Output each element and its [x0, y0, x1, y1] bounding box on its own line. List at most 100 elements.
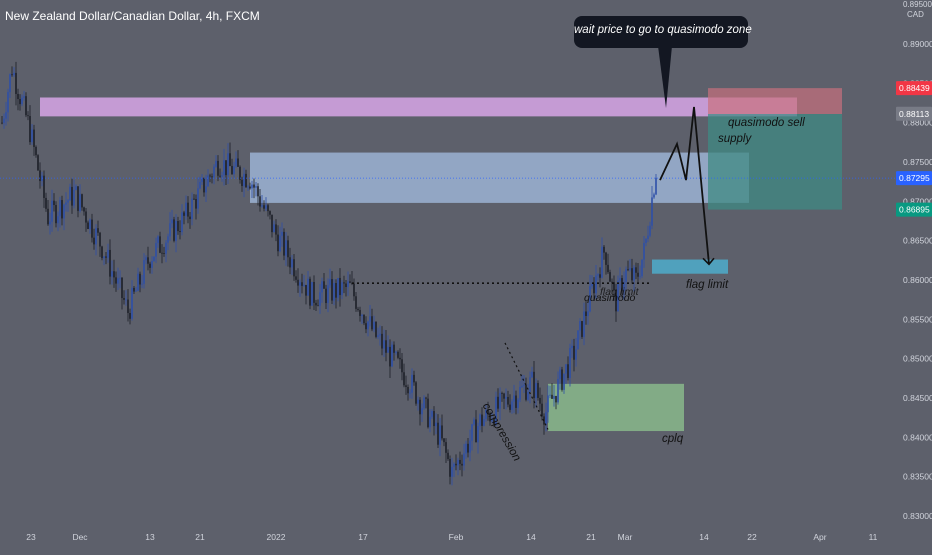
- candle-body[interactable]: [409, 392, 411, 394]
- candle-body[interactable]: [613, 282, 615, 290]
- candle-body[interactable]: [109, 249, 111, 277]
- candle-body[interactable]: [521, 385, 523, 388]
- candle-body[interactable]: [435, 422, 437, 427]
- candle-body[interactable]: [347, 281, 349, 288]
- candle-body[interactable]: [425, 397, 427, 399]
- candle-body[interactable]: [243, 173, 245, 187]
- candle-body[interactable]: [273, 224, 275, 233]
- candle-body[interactable]: [445, 442, 447, 453]
- candle-body[interactable]: [465, 443, 467, 454]
- candle-body[interactable]: [477, 426, 479, 443]
- candle-body[interactable]: [303, 284, 305, 286]
- candle-body[interactable]: [107, 249, 109, 258]
- candle-body[interactable]: [141, 283, 143, 285]
- candle-body[interactable]: [519, 387, 521, 400]
- candle-body[interactable]: [611, 281, 613, 283]
- candle-body[interactable]: [9, 74, 11, 93]
- candle-body[interactable]: [55, 205, 57, 224]
- candle-body[interactable]: [217, 160, 219, 176]
- candle-body[interactable]: [345, 283, 347, 288]
- candle-body[interactable]: [389, 346, 391, 367]
- candle-body[interactable]: [75, 186, 77, 190]
- candle-body[interactable]: [77, 186, 79, 211]
- candle-body[interactable]: [333, 283, 335, 301]
- candle-body[interactable]: [537, 383, 539, 398]
- candle-body[interactable]: [605, 252, 607, 265]
- candle-body[interactable]: [431, 411, 433, 417]
- candle-body[interactable]: [413, 374, 415, 383]
- candle-body[interactable]: [93, 237, 95, 245]
- candle-body[interactable]: [475, 419, 477, 443]
- candle-body[interactable]: [601, 246, 603, 278]
- candle-body[interactable]: [385, 340, 387, 353]
- candle-body[interactable]: [33, 129, 35, 147]
- candle-body[interactable]: [67, 200, 69, 203]
- candle-body[interactable]: [633, 267, 635, 281]
- candle-body[interactable]: [343, 282, 345, 284]
- candle-body[interactable]: [59, 200, 61, 217]
- candle-body[interactable]: [251, 184, 253, 189]
- candle-body[interactable]: [13, 72, 15, 75]
- candle-body[interactable]: [119, 277, 121, 279]
- candle-body[interactable]: [379, 333, 381, 336]
- candle-body[interactable]: [173, 219, 175, 241]
- candle-body[interactable]: [155, 243, 157, 257]
- candle-body[interactable]: [23, 96, 25, 98]
- candle-body[interactable]: [291, 259, 293, 268]
- candle-body[interactable]: [127, 299, 129, 314]
- candle-body[interactable]: [115, 277, 117, 284]
- candle-body[interactable]: [523, 384, 525, 386]
- candle-body[interactable]: [323, 281, 325, 289]
- candle-body[interactable]: [439, 425, 441, 445]
- candle-body[interactable]: [193, 198, 195, 200]
- candle-body[interactable]: [49, 221, 51, 225]
- candle-body[interactable]: [555, 395, 557, 403]
- candle-body[interactable]: [213, 166, 215, 178]
- candle-body[interactable]: [287, 240, 289, 258]
- candle-body[interactable]: [91, 219, 93, 238]
- candle-body[interactable]: [163, 253, 165, 254]
- candle-body[interactable]: [617, 280, 619, 312]
- candle-body[interactable]: [485, 409, 487, 419]
- candle-body[interactable]: [117, 278, 119, 284]
- candle-body[interactable]: [137, 273, 139, 291]
- candle-body[interactable]: [199, 182, 201, 189]
- candle-body[interactable]: [195, 199, 197, 209]
- candle-body[interactable]: [309, 278, 311, 306]
- candle-body[interactable]: [95, 228, 97, 245]
- candle-body[interactable]: [247, 186, 249, 188]
- candle-body[interactable]: [281, 231, 283, 236]
- candle-body[interactable]: [51, 200, 53, 222]
- candle-body[interactable]: [453, 463, 455, 467]
- candle-body[interactable]: [553, 395, 555, 399]
- candle-body[interactable]: [493, 419, 495, 425]
- candle-body[interactable]: [551, 394, 553, 399]
- candle-body[interactable]: [237, 158, 239, 167]
- candle-body[interactable]: [235, 158, 237, 167]
- candle-body[interactable]: [383, 340, 385, 349]
- candle-body[interactable]: [63, 204, 65, 219]
- candle-body[interactable]: [147, 257, 149, 264]
- candle-body[interactable]: [257, 186, 259, 197]
- candle-body[interactable]: [293, 259, 295, 277]
- candle-body[interactable]: [639, 276, 641, 277]
- zone-sell-stop[interactable]: [708, 88, 842, 115]
- candle-body[interactable]: [45, 197, 47, 209]
- candle-body[interactable]: [507, 396, 509, 405]
- candle-body[interactable]: [301, 282, 303, 286]
- candle-body[interactable]: [111, 271, 113, 277]
- candle-body[interactable]: [607, 264, 609, 273]
- candle-body[interactable]: [375, 321, 377, 337]
- candle-body[interactable]: [635, 267, 637, 273]
- candle-body[interactable]: [207, 175, 209, 187]
- candle-body[interactable]: [319, 292, 321, 306]
- candle-body[interactable]: [427, 398, 429, 428]
- candle-body[interactable]: [491, 419, 493, 422]
- compression-line[interactable]: [504, 342, 549, 430]
- candle-body[interactable]: [69, 186, 71, 201]
- candle-body[interactable]: [113, 271, 115, 278]
- candle-body[interactable]: [371, 316, 373, 330]
- candle-body[interactable]: [599, 274, 601, 278]
- candle-body[interactable]: [17, 93, 19, 100]
- candle-body[interactable]: [367, 321, 369, 330]
